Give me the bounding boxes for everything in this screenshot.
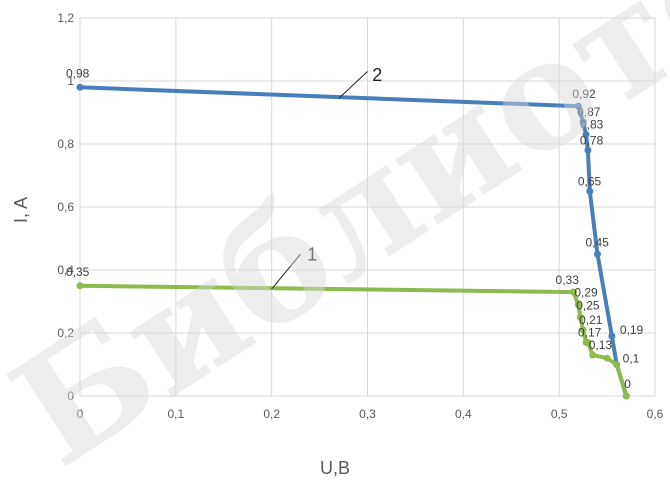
- y-tick-label: 1: [67, 74, 74, 88]
- data-label: 0: [624, 377, 631, 391]
- data-label: 0,78: [580, 133, 604, 147]
- data-point: [76, 282, 84, 290]
- y-tick-label: 0,2: [57, 326, 74, 340]
- data-label: 0,19: [620, 323, 644, 337]
- x-tick-label: 0,6: [647, 407, 664, 421]
- data-point: [584, 146, 592, 154]
- series: [76, 83, 630, 400]
- y-tick-label: 0,6: [57, 200, 74, 214]
- curve-tag-1: 1: [307, 245, 317, 265]
- curve-tag-leader: [271, 253, 301, 290]
- data-point: [586, 187, 594, 195]
- data-point: [613, 361, 621, 368]
- data-label: 0,45: [586, 235, 610, 249]
- data-label: 0,1: [623, 352, 640, 366]
- data-label: 0,87: [577, 105, 601, 119]
- data-point: [579, 326, 587, 334]
- x-tick-label: 0,3: [359, 407, 376, 421]
- x-axis-title: U,B: [320, 458, 350, 478]
- data-point: [76, 83, 84, 91]
- y-axis-title: I, A: [11, 197, 31, 223]
- data-point: [570, 288, 578, 296]
- data-point: [608, 332, 616, 340]
- axes: 0 0,1 0,2 0,3 0,4 0,5 0,6 0 0,2 0,4 0,6 0,8 1 1,2: [57, 11, 663, 421]
- y-tick-label: 0,4: [57, 263, 74, 277]
- data-point: [584, 338, 592, 346]
- data-label: 0,98: [66, 66, 90, 80]
- data-label: 0,21: [579, 313, 603, 327]
- data-point: [594, 250, 601, 258]
- data-label: 0,35: [66, 265, 90, 279]
- data-point: [622, 392, 630, 400]
- data-labels: 0,98 0,92 0,870,830,78 0,65 0,45 0,19 0,1 0 0,35…: [66, 66, 644, 391]
- y-tick-label: 0: [67, 389, 74, 403]
- data-point: [574, 102, 582, 110]
- curve-tag-2: 2: [372, 65, 382, 85]
- data-point: [574, 301, 582, 309]
- series-line-2: [78, 85, 629, 398]
- curve-tag-leader: [338, 71, 368, 99]
- data-label: 0,92: [572, 87, 596, 101]
- data-label: 0,25: [576, 298, 600, 312]
- x-tick-label: 0: [77, 407, 84, 421]
- data-point: [579, 118, 587, 126]
- x-tick-label: 0,2: [263, 407, 280, 421]
- x-tick-label: 0,4: [455, 407, 472, 421]
- y-tick-label: 0,8: [57, 137, 74, 151]
- data-label: 0,83: [580, 118, 604, 132]
- data-point: [603, 354, 611, 362]
- data-label: 0,65: [578, 174, 602, 188]
- x-tick-label: 0,1: [167, 407, 184, 421]
- curve-tags: 21: [271, 65, 382, 290]
- y-tick-label: 1,2: [57, 11, 74, 25]
- x-tick-label: 0,5: [551, 407, 568, 421]
- data-point: [576, 313, 584, 321]
- data-label: 0,13: [589, 338, 613, 352]
- data-label: 0,33: [556, 273, 580, 287]
- data-point: [582, 131, 590, 139]
- data-point: [589, 351, 597, 359]
- data-label: 0,17: [578, 325, 602, 339]
- data-label: 0,29: [574, 286, 598, 300]
- gridlines: [79, 17, 656, 397]
